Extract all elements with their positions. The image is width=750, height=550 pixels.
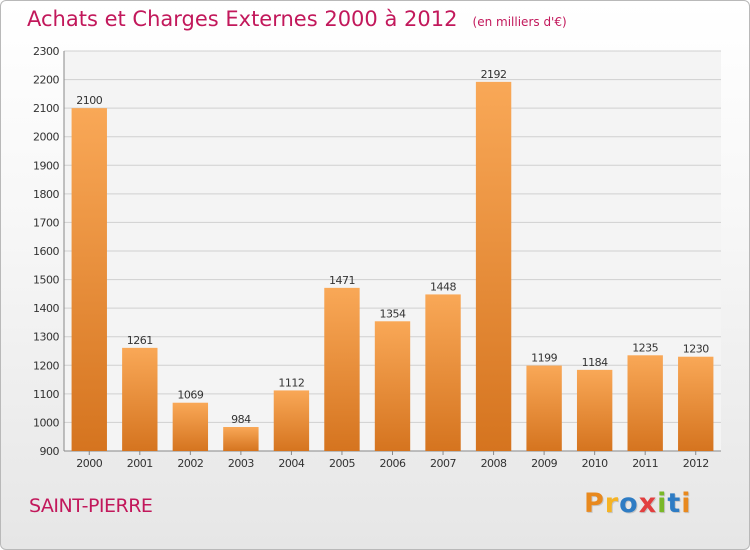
bar xyxy=(576,369,613,451)
y-tick-label: 2300 xyxy=(33,45,59,58)
data-label: 1199 xyxy=(531,352,557,365)
x-tick-label: 2010 xyxy=(582,457,608,470)
bar xyxy=(71,108,107,452)
brand-letter: i xyxy=(657,488,668,519)
x-tick-label: 2007 xyxy=(430,457,456,470)
brand-letter: o xyxy=(619,488,639,519)
y-tick-label: 1000 xyxy=(33,416,59,429)
y-tick-label: 1200 xyxy=(33,359,59,372)
brand-letter: P xyxy=(584,488,605,519)
chart-title: Achats et Charges Externes 2000 à 2012 xyxy=(27,7,458,31)
y-tick-label: 1300 xyxy=(33,331,59,344)
bar xyxy=(223,427,259,451)
brand-letter: i xyxy=(681,488,692,519)
x-tick-label: 2002 xyxy=(177,457,203,470)
bar xyxy=(122,347,158,451)
data-label: 1235 xyxy=(632,341,658,354)
data-label: 2100 xyxy=(76,94,102,107)
chart-title-group: Achats et Charges Externes 2000 à 2012 (… xyxy=(27,7,567,31)
data-label: 1261 xyxy=(127,334,153,347)
data-label: 1354 xyxy=(380,307,406,320)
bar xyxy=(374,321,411,451)
brand-logo: Proxiti xyxy=(584,488,692,519)
bar xyxy=(627,355,663,451)
y-tick-label: 1100 xyxy=(33,388,59,401)
y-tick-label: 1600 xyxy=(33,245,59,258)
y-tick-label: 1900 xyxy=(33,159,59,172)
data-label: 1069 xyxy=(177,389,203,402)
x-tick-label: 2009 xyxy=(531,457,557,470)
y-tick-label: 1800 xyxy=(33,188,59,201)
y-tick-label: 2200 xyxy=(33,74,59,87)
chart-subtitle: (en milliers d'€) xyxy=(472,15,567,29)
bar xyxy=(475,81,512,451)
data-label: 1230 xyxy=(683,343,709,356)
x-tick-label: 2008 xyxy=(481,457,507,470)
x-tick-label: 2005 xyxy=(329,457,355,470)
y-tick-label: 1400 xyxy=(33,302,59,315)
brand-letter: x xyxy=(638,488,658,519)
x-tick-label: 2011 xyxy=(632,457,658,470)
y-tick-label: 900 xyxy=(40,445,60,458)
x-tick-label: 2000 xyxy=(76,457,102,470)
data-label: 1448 xyxy=(430,280,456,293)
data-label: 2192 xyxy=(481,68,507,81)
y-tick-label: 2000 xyxy=(33,131,59,144)
x-tick-label: 2012 xyxy=(683,457,709,470)
x-tick-label: 2006 xyxy=(380,457,406,470)
x-tick-label: 2001 xyxy=(127,457,153,470)
bar xyxy=(273,390,310,451)
brand-letter: t xyxy=(667,488,682,519)
x-tick-label: 2003 xyxy=(228,457,254,470)
data-label: 1471 xyxy=(329,274,355,287)
x-tick-label: 2004 xyxy=(278,457,304,470)
brand-letter: r xyxy=(604,488,620,519)
bar xyxy=(678,356,714,451)
data-label: 1184 xyxy=(582,356,608,369)
bar xyxy=(324,287,360,451)
commune-name: SAINT-PIERRE xyxy=(29,495,153,517)
data-label: 984 xyxy=(231,413,251,426)
bar xyxy=(526,365,562,451)
bar xyxy=(425,294,461,451)
y-tick-label: 1500 xyxy=(33,274,59,287)
y-tick-label: 2100 xyxy=(33,102,59,115)
y-tick-label: 1700 xyxy=(33,216,59,229)
bar xyxy=(172,402,209,451)
data-label: 1112 xyxy=(278,376,304,389)
